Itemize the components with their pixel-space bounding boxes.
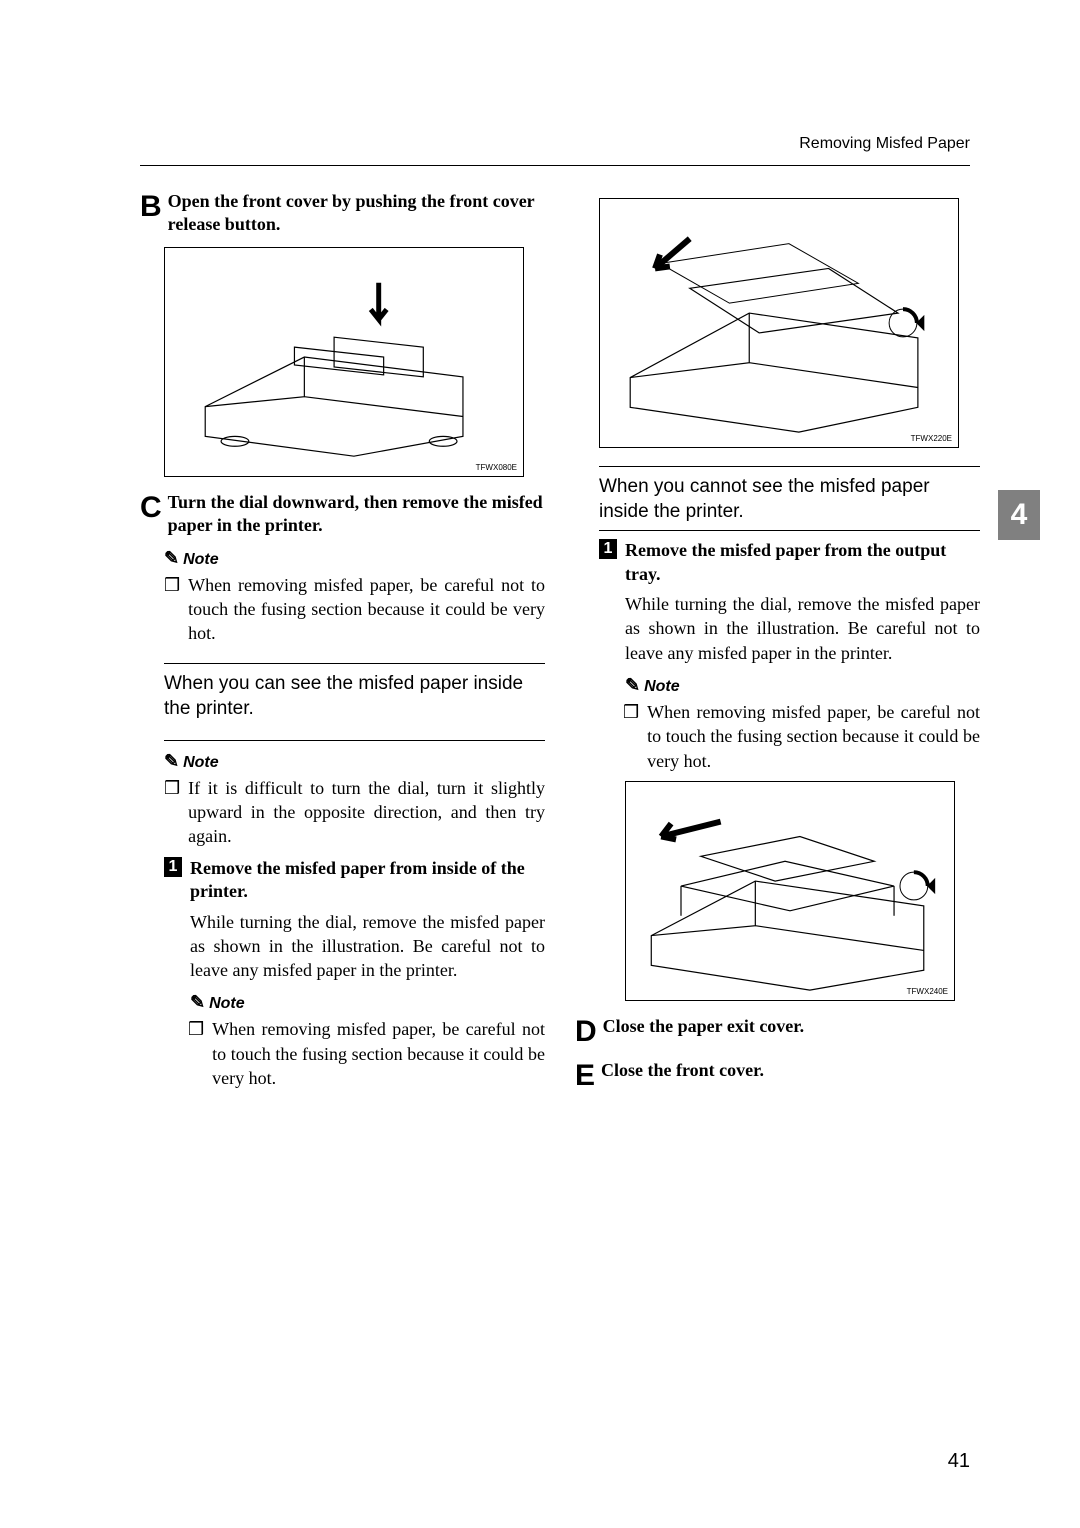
subhead-rule-1b xyxy=(164,740,545,741)
note-heading-4: Note xyxy=(625,675,980,696)
note-4-text: When removing misfed paper, be careful n… xyxy=(647,700,980,773)
bullet-square-icon: ❒ xyxy=(164,776,180,849)
header-rule xyxy=(140,165,970,166)
subhead-can-see: When you can see the misfed paper inside… xyxy=(164,672,545,721)
figure-3-label: TFWX240E xyxy=(907,987,948,996)
step-letter-e: E xyxy=(575,1059,595,1093)
step-d: D Close the paper exit cover. xyxy=(575,1015,980,1049)
step-e: E Close the front cover. xyxy=(575,1059,980,1093)
subhead-cannot-see: When you cannot see the misfed paper ins… xyxy=(599,475,980,524)
note-2-text: If it is difficult to turn the dial, tur… xyxy=(188,776,545,849)
left-column: B Open the front cover by pushing the fr… xyxy=(140,190,545,1103)
substep-number-icon: 1 xyxy=(164,857,182,877)
printer-illustration-2 xyxy=(600,199,958,447)
substep-output-title: Remove the misfed paper from the output … xyxy=(625,539,980,586)
figure-2-label: TFWX220E xyxy=(911,434,952,443)
substep-output: 1 Remove the misfed paper from the outpu… xyxy=(599,539,980,586)
bullet-square-icon: ❒ xyxy=(188,1017,204,1090)
subhead-rule-1 xyxy=(164,663,545,664)
step-c: C Turn the dial downward, then remove th… xyxy=(140,491,545,538)
note-3-body: ❒ When removing misfed paper, be careful… xyxy=(188,1017,545,1090)
content-columns: B Open the front cover by pushing the fr… xyxy=(140,190,980,1103)
step-letter-b: B xyxy=(140,190,162,224)
subhead-rule-2b xyxy=(599,530,980,531)
step-b-text: Open the front cover by pushing the fron… xyxy=(168,190,545,237)
figure-1-label: TFWX080E xyxy=(476,463,517,472)
page-number: 41 xyxy=(948,1450,970,1473)
figure-3: TFWX240E xyxy=(625,781,955,1001)
substep-inside-body: While turning the dial, remove the misfe… xyxy=(190,910,545,983)
page: Removing Misfed Paper 4 B Open the front… xyxy=(0,0,1080,1528)
step-letter-c: C xyxy=(140,491,162,525)
subhead-rule-2 xyxy=(599,466,980,467)
note-4-body: ❒ When removing misfed paper, be careful… xyxy=(623,700,980,773)
substep-output-body: While turning the dial, remove the misfe… xyxy=(625,592,980,665)
step-b: B Open the front cover by pushing the fr… xyxy=(140,190,545,237)
step-e-text: Close the front cover. xyxy=(601,1059,980,1082)
note-3-text: When removing misfed paper, be careful n… xyxy=(212,1017,545,1090)
step-letter-d: D xyxy=(575,1015,597,1049)
printer-illustration-1 xyxy=(165,248,523,476)
bullet-square-icon: ❒ xyxy=(623,700,639,773)
bullet-square-icon: ❒ xyxy=(164,573,180,646)
note-heading-3: Note xyxy=(190,992,545,1013)
note-2-body: ❒ If it is difficult to turn the dial, t… xyxy=(164,776,545,849)
step-d-text: Close the paper exit cover. xyxy=(603,1015,980,1038)
note-1-text: When removing misfed paper, be careful n… xyxy=(188,573,545,646)
printer-illustration-3 xyxy=(626,782,954,1000)
right-column: TFWX220E When you cannot see the misfed … xyxy=(575,190,980,1103)
step-c-text: Turn the dial downward, then remove the … xyxy=(168,491,545,538)
figure-1: TFWX080E xyxy=(164,247,524,477)
figure-2: TFWX220E xyxy=(599,198,959,448)
substep-inside: 1 Remove the misfed paper from inside of… xyxy=(164,857,545,904)
note-heading-2: Note xyxy=(164,751,545,772)
substep-number-icon: 1 xyxy=(599,539,617,559)
note-1-body: ❒ When removing misfed paper, be careful… xyxy=(164,573,545,646)
note-heading-1: Note xyxy=(164,548,545,569)
chapter-tab: 4 xyxy=(998,490,1040,540)
substep-inside-title: Remove the misfed paper from inside of t… xyxy=(190,857,545,904)
header-section-title: Removing Misfed Paper xyxy=(799,135,970,153)
